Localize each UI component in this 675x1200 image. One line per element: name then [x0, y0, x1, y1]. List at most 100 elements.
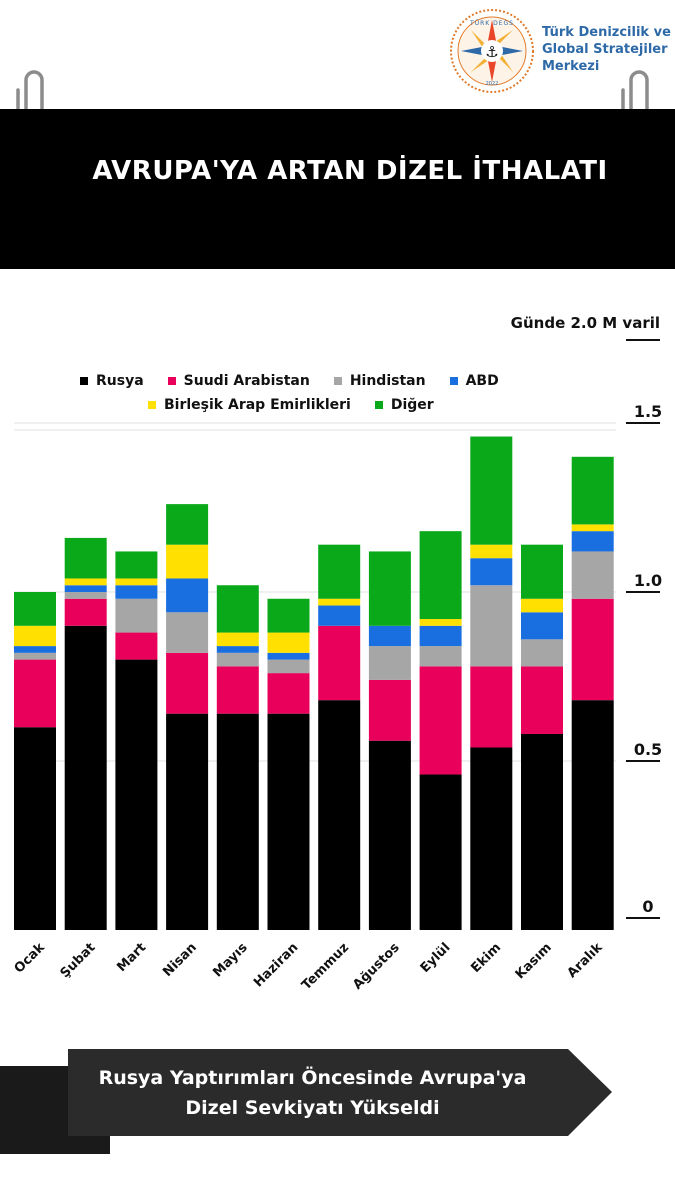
x-tick-label-2: Mart [114, 940, 149, 975]
bar-segment-10-4 [521, 598, 563, 613]
bar-segment-11-4 [571, 524, 614, 532]
bar-segment-7-2 [368, 646, 411, 680]
bar-segment-10-0 [521, 733, 563, 930]
bar-segment-10-5 [521, 544, 563, 599]
logo-top-text: TÜRK DEGS [469, 20, 514, 27]
legend-swatch-rusya [80, 377, 88, 385]
x-tick-label-11: Aralık [565, 940, 606, 981]
x-tick-label-6: Temmuz [299, 940, 352, 993]
page-title: AVRUPA'YA ARTAN DİZEL İTHALATI [92, 156, 608, 186]
bar-segment-0-3 [14, 646, 56, 653]
logo-year: 2022 [486, 81, 499, 87]
footer-arrow-shape [68, 1049, 612, 1136]
title-bar: AVRUPA'YA ARTAN DİZEL İTHALATI [0, 109, 675, 269]
bar-segment-10-2 [521, 639, 563, 667]
legend-item-diger: Diğer [374, 396, 434, 414]
bar-segment-11-2 [571, 551, 614, 599]
bar-segment-4-2 [216, 652, 259, 667]
bar-segment-5-3 [267, 652, 310, 660]
bar-segment-8-2 [419, 646, 462, 667]
bar-segment-5-5 [267, 598, 310, 633]
bar-segment-9-0 [470, 747, 513, 930]
bar-segment-3-1 [166, 652, 209, 714]
bar-segment-4-0 [216, 713, 259, 930]
x-tick-label-5: Haziran [251, 940, 301, 990]
x-tick-label-7: Ağustos [350, 940, 403, 993]
bar-segment-10-3 [521, 612, 563, 640]
bar-segment-9-1 [470, 666, 513, 748]
bar-segment-11-0 [571, 700, 614, 930]
bar-segment-4-3 [216, 646, 259, 653]
bar-segment-1-3 [64, 585, 107, 592]
legend-label-hindistan: Hindistan [349, 373, 426, 389]
y-tick-label-1: 0.5 [634, 740, 662, 759]
legend-swatch-bae [148, 401, 156, 409]
bar-segment-9-3 [470, 558, 513, 586]
bar-segment-7-5 [368, 551, 411, 626]
legend-row-1: Rusya Suudi Arabistan Hindistan ABD [80, 372, 499, 390]
y-tick-label-3: 1.5 [634, 402, 662, 421]
bar-segment-2-0 [115, 659, 158, 930]
bar-segment-0-1 [14, 659, 56, 728]
legend-label-bae: Birleşik Arap Emirlikleri [164, 397, 351, 413]
legend-item-rusya: Rusya [80, 372, 144, 390]
chart-grid [14, 422, 616, 762]
legend-label-suudi-arabistan: Suudi Arabistan [183, 373, 310, 389]
bar-segment-1-5 [64, 537, 107, 579]
legend-label-abd: ABD [465, 373, 499, 389]
x-tick-label-1: Şubat [58, 940, 99, 981]
bar-segment-5-0 [267, 713, 310, 930]
bar-segment-5-4 [267, 632, 310, 653]
chart-bars [14, 436, 614, 930]
bar-segment-7-1 [368, 679, 411, 741]
bar-segment-3-3 [166, 578, 209, 613]
bar-segment-2-4 [115, 578, 158, 586]
legend-row-2: Birleşik Arap Emirlikleri Diğer [148, 396, 434, 414]
bar-segment-8-4 [419, 619, 462, 626]
bar-segment-0-4 [14, 625, 56, 647]
footer-text: Rusya Yaptırımları Öncesinde Avrupa'ya D… [60, 1063, 565, 1123]
bar-segment-2-5 [115, 551, 158, 579]
footer-banner: Rusya Yaptırımları Öncesinde Avrupa'ya D… [0, 1049, 675, 1154]
y-tick-label-0: 0 [642, 897, 653, 916]
footer-line-2: Dizel Sevkiyatı Yükseldi [185, 1097, 440, 1119]
legend-label-diger: Diğer [390, 397, 434, 413]
chart-x-axis: Ocak Şubat Mart Nisan Mayıs HaziranTemmuzAğus… [12, 940, 606, 993]
legend-swatch-suudi-arabistan [167, 377, 176, 385]
bar-segment-5-2 [267, 659, 310, 674]
bar-segment-4-1 [216, 666, 259, 714]
bar-segment-6-4 [318, 598, 361, 606]
legend-label-rusya: Rusya [96, 373, 144, 389]
legend-swatch-hindistan [333, 377, 342, 385]
legend-swatch-abd [449, 377, 458, 385]
bar-segment-1-1 [64, 598, 107, 626]
bar-segment-5-1 [267, 673, 310, 714]
bar-segment-11-1 [571, 598, 614, 701]
bar-segment-8-3 [419, 625, 462, 647]
bar-segment-3-0 [166, 713, 209, 930]
legend-swatch-diger [374, 401, 383, 409]
bar-segment-3-4 [166, 544, 209, 579]
footer-line-1: Rusya Yaptırımları Öncesinde Avrupa'ya [98, 1067, 527, 1089]
x-tick-label-9: Ekim [468, 940, 504, 976]
y-tick-label-2: 1.0 [634, 571, 662, 590]
bar-segment-9-5 [470, 436, 513, 545]
bar-segment-0-5 [14, 592, 56, 626]
bar-segment-11-3 [571, 531, 614, 552]
bar-segment-3-5 [166, 504, 209, 545]
bar-segment-2-1 [115, 632, 158, 660]
bar-segment-2-3 [115, 585, 158, 599]
bar-segment-1-0 [64, 625, 107, 930]
x-tick-label-4: Mayıs [210, 940, 250, 980]
bar-segment-4-4 [216, 632, 259, 647]
bar-segment-0-0 [14, 727, 56, 930]
x-tick-label-10: Kasım [513, 940, 555, 982]
anchor-icon: ⚓ [485, 43, 498, 61]
bar-segment-1-4 [64, 578, 107, 586]
bar-segment-4-5 [216, 585, 259, 633]
bar-segment-10-1 [521, 666, 563, 734]
bar-segment-9-2 [470, 585, 513, 667]
bar-segment-6-3 [318, 605, 361, 626]
bar-segment-2-2 [115, 598, 158, 633]
bar-segment-1-2 [64, 592, 107, 599]
